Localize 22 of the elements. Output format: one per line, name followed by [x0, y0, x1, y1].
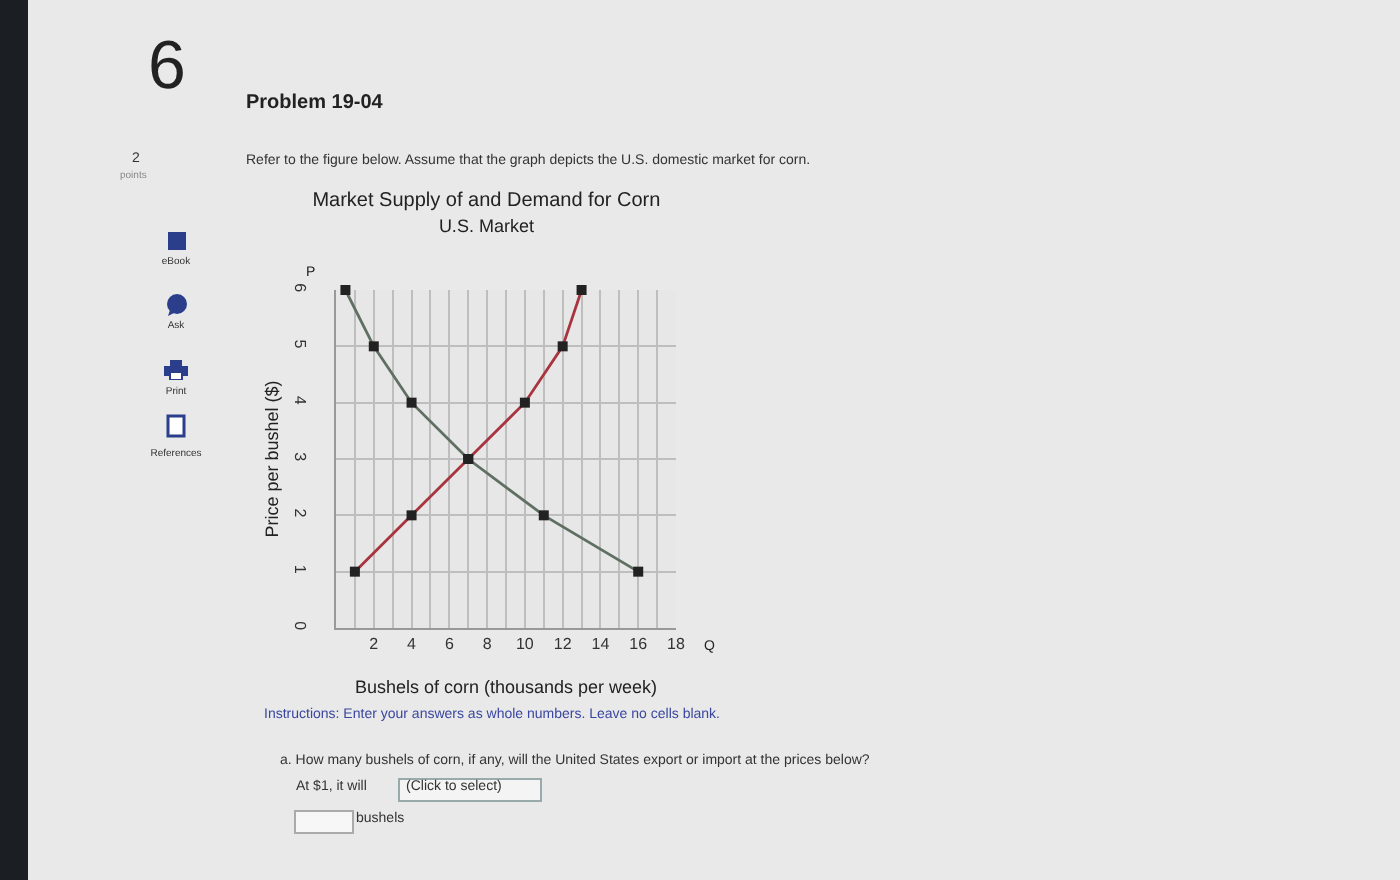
y-tick-label: 2: [290, 508, 309, 519]
x-axis-title: Bushels of corn (thousands per week): [354, 676, 658, 697]
y-tick-label: 4: [290, 395, 309, 406]
chart-subtitle: U.S. Market: [438, 215, 535, 236]
text: 6: [148, 28, 186, 106]
x-tick-label: 16: [629, 635, 649, 654]
y-tick-label: 3: [290, 452, 309, 463]
y-tick-label: 6: [290, 283, 309, 294]
x-tick-label: 12: [553, 635, 573, 654]
y-tick-label: 0: [290, 621, 309, 632]
x-tick-label: 6: [444, 635, 455, 654]
x-tick-label: 14: [591, 635, 611, 654]
y-tick-label: 5: [290, 339, 309, 350]
x-tick-label: 18: [667, 635, 686, 654]
x-tick-label: 2: [369, 635, 380, 654]
x-tick-label: 10: [515, 635, 535, 654]
chart-title: Market Supply of and Demand for Corn: [312, 189, 661, 212]
y-tick-label: 1: [290, 564, 309, 575]
x-tick-label: 8: [482, 635, 493, 654]
y-axis-title: Price per bushel ($): [261, 380, 282, 538]
x-tick-label: 4: [407, 635, 418, 654]
text: Problem 19-04: [246, 92, 383, 114]
